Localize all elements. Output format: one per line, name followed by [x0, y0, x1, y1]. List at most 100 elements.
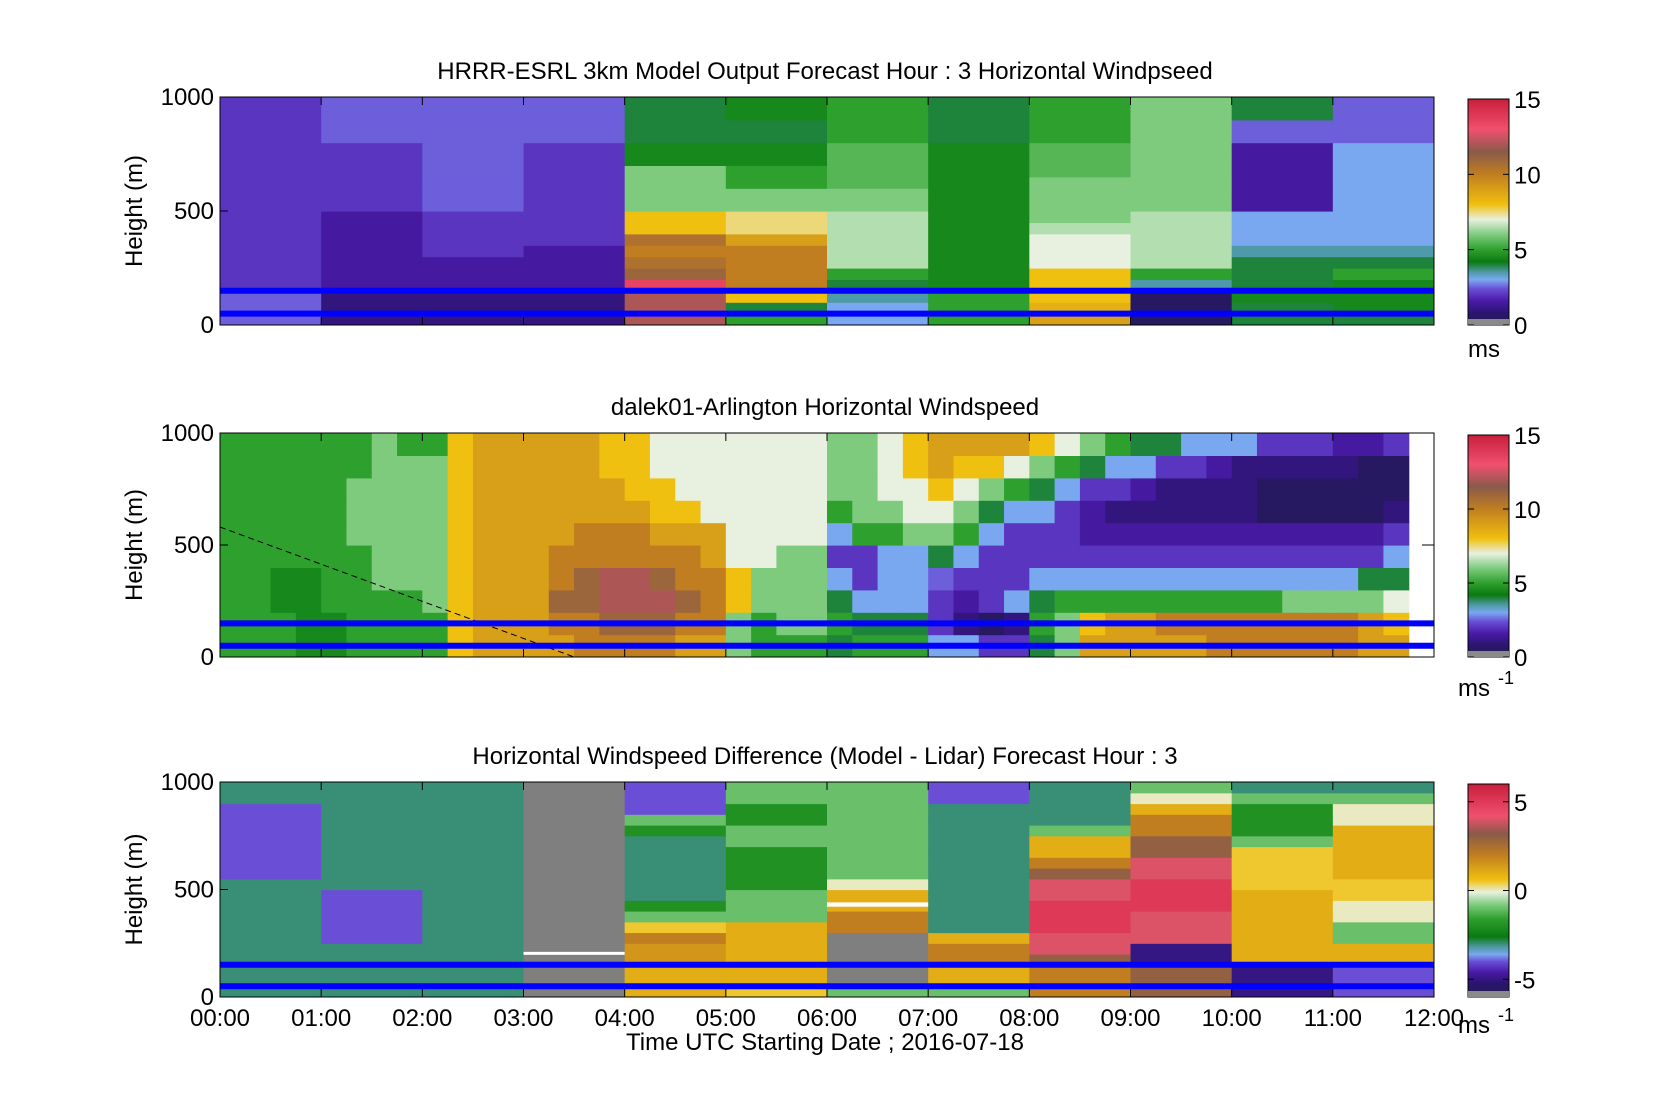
heatmap-cell	[1383, 477, 1410, 501]
heatmap-cell	[1029, 268, 1132, 280]
heatmap-cell	[321, 211, 423, 223]
heatmap-cell	[422, 803, 525, 815]
heatmap-cell	[624, 154, 727, 166]
heatmap-cell	[928, 878, 1030, 891]
heatmap-cell	[1307, 500, 1334, 524]
heatmap-cell	[725, 814, 828, 826]
heatmap-cell	[1029, 846, 1132, 858]
heatmap-cell	[270, 589, 297, 613]
heatmap-cell	[523, 868, 626, 880]
heatmap-cell	[599, 567, 626, 591]
heatmap-cell	[700, 545, 727, 568]
heatmap-cell	[725, 878, 828, 891]
heatmap-cell	[1383, 455, 1410, 479]
heatmap-cell	[624, 176, 727, 189]
heatmap-cell	[1231, 433, 1258, 456]
colorbar-tick-label: 15	[1514, 423, 1541, 450]
colorbar-tick-label: 10	[1514, 162, 1541, 189]
heatmap-cell	[1332, 932, 1434, 944]
heatmap-cell	[422, 165, 525, 178]
heatmap-cell	[270, 455, 297, 479]
heatmap-cell	[877, 433, 904, 456]
heatmap-cell	[1307, 567, 1334, 591]
heatmap-cell	[346, 545, 373, 568]
heatmap-cell	[1307, 455, 1334, 479]
heatmap-cell	[1206, 589, 1233, 613]
heatmap-cell	[523, 975, 626, 987]
heatmap-cell	[321, 313, 423, 325]
heatmap-cell	[928, 199, 1030, 212]
heatmap-cell	[321, 921, 423, 934]
heatmap-cell	[902, 522, 929, 546]
heatmap-cell	[1231, 878, 1334, 891]
heatmap-cell	[1130, 199, 1233, 212]
heatmap-cell	[725, 233, 828, 246]
heatmap-cell	[422, 233, 525, 246]
heatmap-cell	[928, 142, 1030, 155]
heatmap-cell	[1332, 567, 1359, 591]
heatmap-cell	[978, 522, 1005, 546]
heatmap-cell	[1231, 835, 1334, 848]
heatmap-cell	[1029, 522, 1056, 546]
heatmap-cell	[321, 154, 423, 166]
white-band	[523, 951, 625, 955]
heatmap-cell	[220, 256, 322, 269]
heatmap-cell	[270, 433, 297, 456]
heatmap-cell	[422, 792, 525, 805]
x-tick-label: 03:00	[493, 1005, 553, 1032]
y-tick-label: 500	[174, 198, 214, 225]
heatmap-cell	[321, 108, 423, 121]
heatmap-cell	[599, 433, 626, 456]
heatmap-cell	[422, 131, 525, 144]
heatmap-cell	[1029, 154, 1132, 166]
heatmap-cell	[852, 522, 879, 546]
heatmap-cell	[928, 986, 1030, 997]
heatmap-cell	[827, 835, 929, 848]
heatmap-cell	[1332, 433, 1359, 456]
heatmap-cell	[1029, 857, 1132, 869]
heatmap-cell	[928, 975, 1030, 987]
heatmap-cell	[1004, 567, 1030, 591]
heatmap-cell	[321, 455, 348, 479]
heatmap-cell	[1105, 567, 1132, 591]
heatmap-cell	[1029, 792, 1132, 805]
heatmap-cell	[624, 964, 727, 977]
heatmap-cell	[1332, 131, 1434, 144]
heatmap-cell	[1029, 188, 1132, 201]
heatmap-cell	[1206, 477, 1233, 501]
heatmap-cell	[1332, 782, 1434, 794]
heatmap-cell	[422, 154, 525, 166]
heatmap-cell	[1079, 567, 1106, 591]
heatmap-cell	[523, 921, 626, 934]
heatmap-cell	[1130, 165, 1233, 178]
heatmap-cell	[321, 964, 423, 977]
heatmap-cell	[725, 256, 828, 269]
heatmap-cell	[751, 522, 778, 546]
heatmap-cell	[1282, 477, 1309, 501]
heatmap-cell	[1332, 846, 1434, 858]
heatmap-cell	[220, 782, 322, 794]
heatmap-cell	[574, 477, 600, 501]
heatmap-cell	[1332, 97, 1434, 109]
heatmap-cell	[1029, 835, 1132, 848]
heatmap-cell	[422, 567, 449, 591]
colorbar-underflow-swatch	[1468, 991, 1509, 997]
colorbar-unit-exponent: -1	[1498, 668, 1514, 688]
heatmap-cell	[1231, 889, 1334, 901]
heatmap-cell	[548, 433, 575, 456]
heatmap-cell	[1029, 782, 1132, 794]
heatmap-cell	[422, 313, 525, 325]
heatmap-cell	[371, 455, 398, 479]
heatmap-cell	[321, 803, 423, 815]
heatmap-cell	[801, 500, 828, 524]
heatmap-cell	[1231, 825, 1334, 837]
heatmap-cell	[776, 477, 803, 501]
heatmap-cell	[397, 545, 423, 568]
heatmap-cell	[523, 313, 626, 325]
heatmap-cell	[1231, 943, 1334, 955]
heatmap-cell	[1130, 911, 1233, 923]
heatmap-cell	[978, 455, 1005, 479]
heatmap-cell	[1231, 154, 1334, 166]
heatmap-cell	[1206, 522, 1233, 546]
heatmap-cell	[599, 522, 626, 546]
